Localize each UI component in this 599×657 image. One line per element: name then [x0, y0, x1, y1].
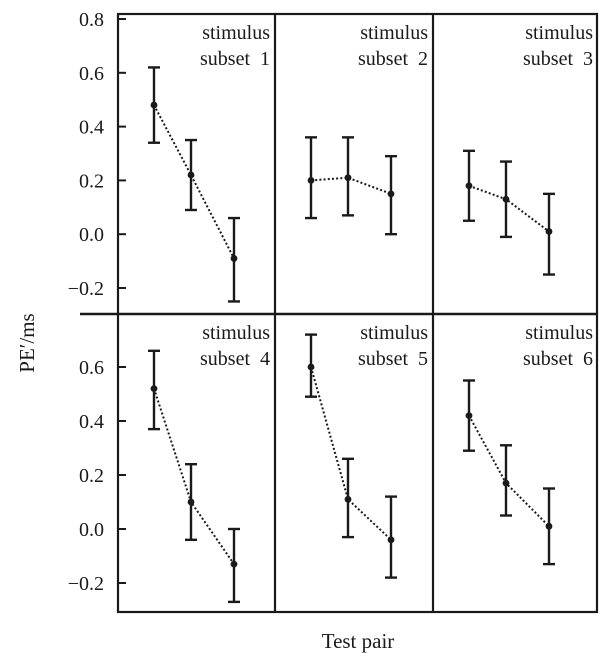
panel-label-line2: subset 2 — [358, 48, 428, 70]
data-point — [502, 195, 510, 203]
data-point — [307, 363, 315, 371]
series-line — [310, 366, 392, 541]
y-tick-label: 0.6 — [79, 357, 104, 379]
panel-subset-1: stimulus subset 1 — [148, 22, 270, 303]
panel-label-line2: subset 1 — [200, 48, 270, 70]
panel-subset-6: stimulus subset 6 — [463, 322, 593, 566]
panel-label-line1: stimulus — [525, 22, 593, 44]
panel-label-line1: stimulus — [360, 22, 428, 44]
panel-label-line1: stimulus — [525, 322, 593, 344]
data-point — [465, 412, 473, 419]
data-point — [545, 522, 553, 530]
y-tick-label: 0.4 — [79, 117, 104, 139]
panel-label-line1: stimulus — [360, 322, 428, 344]
data-point — [502, 479, 510, 487]
y-tick-label: 0.2 — [79, 170, 104, 192]
y-tick-label: 0.2 — [79, 465, 104, 487]
y-tick-label: −0.2 — [68, 278, 104, 300]
data-point — [187, 498, 195, 506]
y-tick-label: 0.8 — [79, 9, 104, 31]
panel-label-line2: subset 6 — [523, 348, 593, 370]
data-point — [150, 101, 158, 109]
y-tick-label: −0.2 — [68, 573, 104, 595]
panel-label-line1: stimulus — [202, 322, 270, 344]
series-line — [310, 176, 392, 195]
panel-label-line2: subset 5 — [358, 348, 428, 370]
y-tick-label: 0.6 — [79, 63, 104, 85]
data-point — [465, 182, 473, 190]
panel-label-line2: subset 3 — [523, 48, 593, 70]
panel-subset-2: stimulus subset 2 — [305, 22, 428, 236]
x-axis-title: Test pair — [322, 629, 395, 653]
y-tick-label: 0.0 — [79, 224, 104, 246]
data-point — [545, 228, 553, 235]
series-line — [468, 415, 550, 528]
data-point — [187, 171, 195, 179]
data-point — [344, 174, 352, 182]
panel-subset-5: stimulus subset 5 — [305, 322, 428, 579]
series-line — [468, 184, 550, 233]
data-point — [387, 190, 395, 198]
y-tick-label: 0.4 — [79, 411, 104, 433]
series-line — [153, 388, 235, 565]
data-point — [150, 385, 158, 392]
series-line — [153, 104, 235, 259]
panel-label-line1: stimulus — [202, 22, 270, 44]
y-axis: 0.8 0.6 0.4 0.2 0.0 −0.2 0.6 0.4 0.2 0.0 −0.2 — [68, 9, 126, 595]
panel-subset-4: stimulus subset 4 — [148, 322, 270, 604]
data-point — [230, 560, 238, 568]
y-axis-title: PE′/ms — [15, 313, 39, 372]
data-point — [344, 495, 352, 503]
y-tick-label: 0.0 — [79, 519, 104, 541]
data-point — [387, 536, 395, 544]
panel-label-line2: subset 4 — [200, 348, 270, 370]
panel-subset-3: stimulus subset 3 — [463, 22, 593, 276]
data-point — [230, 255, 238, 262]
panel-frame — [80, 12, 599, 614]
data-point — [307, 177, 315, 184]
